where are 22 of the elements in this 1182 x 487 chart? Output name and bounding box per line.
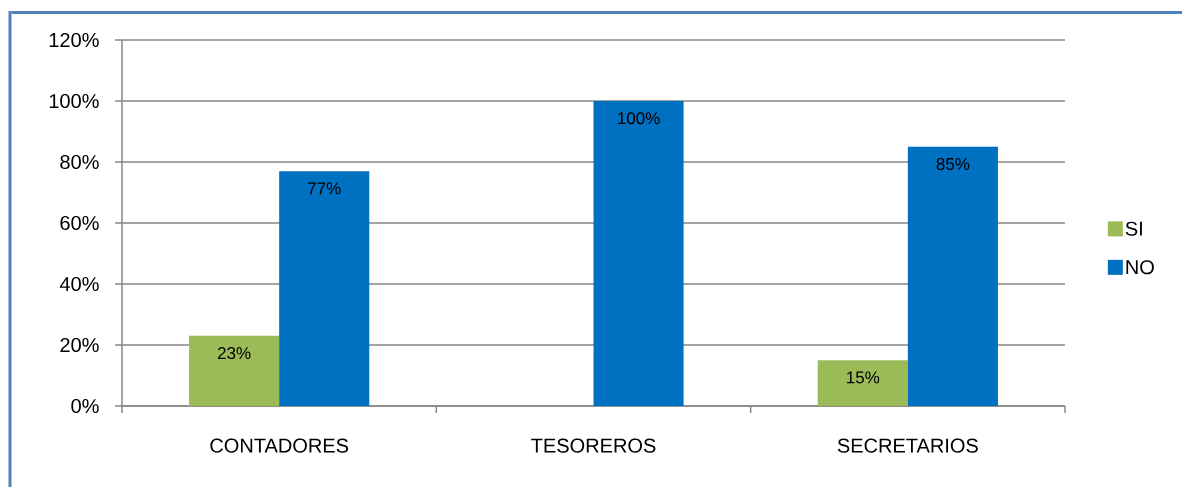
data-label: 100% (618, 112, 660, 125)
legend-label: NO (1126, 260, 1154, 275)
y-tick-label: 120% (49, 32, 99, 48)
data-label: 85% (936, 157, 970, 170)
bar (817, 360, 908, 406)
y-tick-label: 60% (60, 215, 99, 231)
x-tick-label: CONTADORES (210, 438, 349, 453)
y-tick-label: 0% (71, 398, 99, 414)
bar (593, 100, 684, 406)
data-label: 77% (308, 182, 341, 195)
y-tick-label: 40% (59, 276, 99, 292)
y-tick-label: 20% (60, 337, 99, 353)
bar (279, 171, 370, 406)
data-label: 23% (217, 347, 251, 360)
legend-label: SI (1125, 221, 1142, 236)
y-tick-label: 100% (49, 93, 99, 109)
y-tick-label: 80% (60, 154, 99, 170)
x-tick-label: SECRETARIOS (837, 438, 978, 453)
bar (189, 335, 280, 406)
x-tick-label: TESOREROS (531, 438, 656, 453)
data-label: 15% (847, 371, 880, 384)
bar (907, 146, 998, 406)
